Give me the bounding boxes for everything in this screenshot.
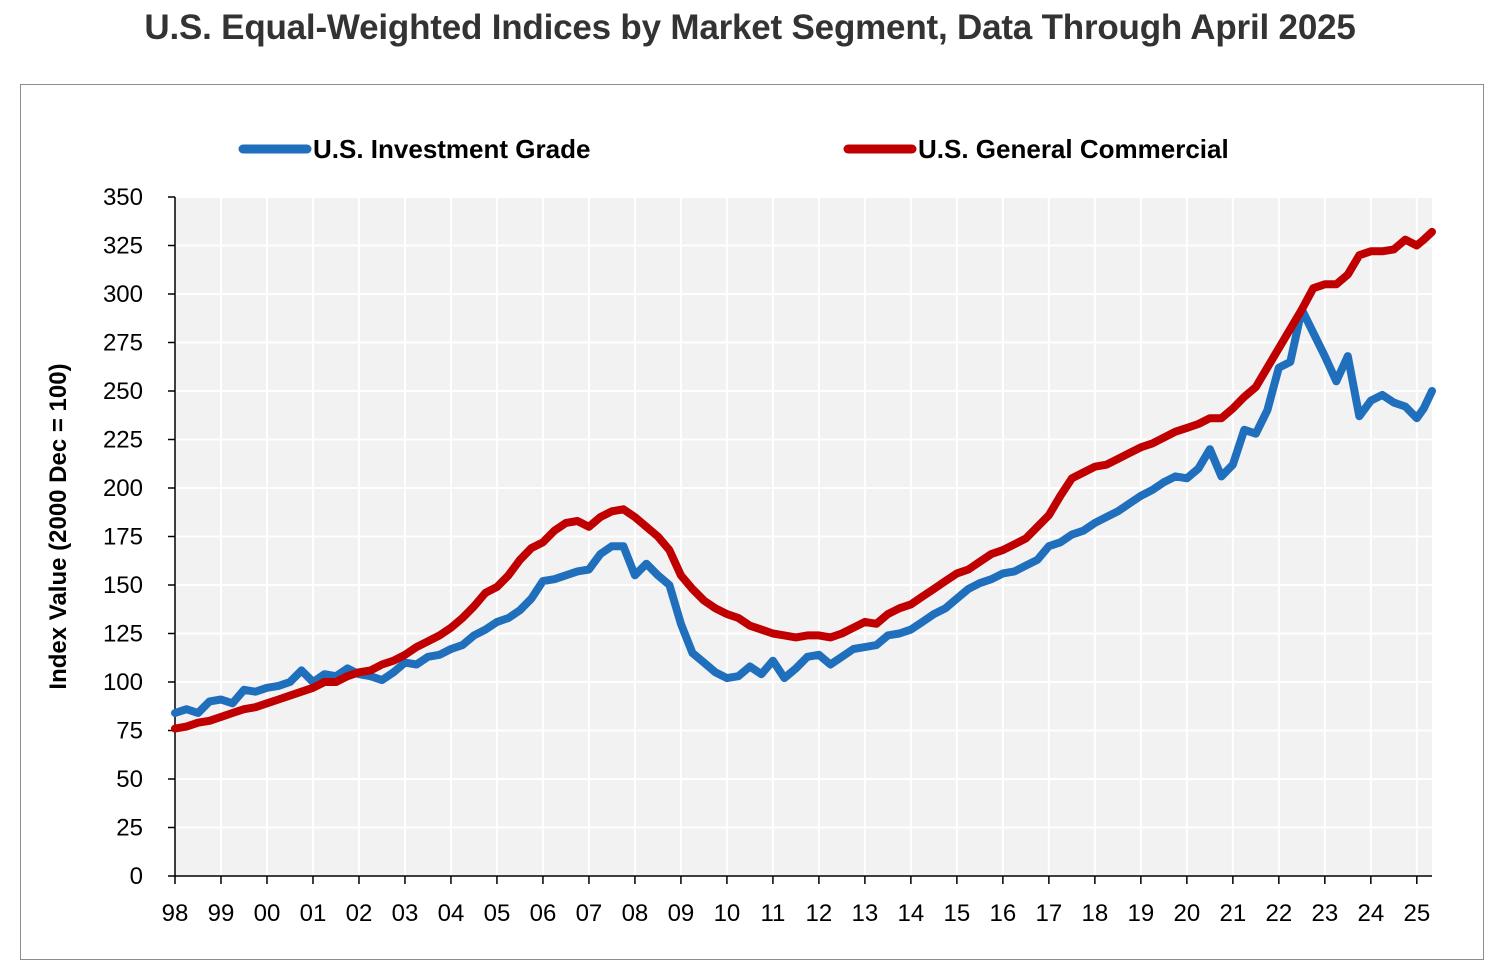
x-tick-label: 24 <box>1357 900 1384 927</box>
chart-frame <box>20 84 1484 960</box>
x-tick-label: 21 <box>1219 900 1246 927</box>
x-tick-label: 10 <box>714 900 741 927</box>
y-tick-label: 150 <box>103 572 143 599</box>
y-tick-label: 350 <box>103 184 143 211</box>
x-tick-label: 05 <box>484 900 511 927</box>
x-tick-label: 99 <box>208 900 235 927</box>
axes <box>168 196 1432 884</box>
x-tick-label: 00 <box>254 900 281 927</box>
x-tick-label: 09 <box>668 900 695 927</box>
x-tick-label: 02 <box>346 900 373 927</box>
y-tick-label: 325 <box>103 233 143 260</box>
y-tick-label: 75 <box>116 718 143 745</box>
x-tick-label: 06 <box>530 900 557 927</box>
y-tick-label: 125 <box>103 621 143 648</box>
y-tick-label: 0 <box>130 863 143 890</box>
x-tick-label: 03 <box>392 900 419 927</box>
x-tick-label: 12 <box>806 900 833 927</box>
series-line-general-commercial <box>171 227 1436 733</box>
y-tick-label: 275 <box>103 330 143 357</box>
series-lines <box>171 227 1436 733</box>
x-tick-label: 11 <box>760 900 785 927</box>
y-tick-label: 100 <box>103 669 143 696</box>
y-tick-label: 25 <box>116 815 143 842</box>
x-tick-label: 22 <box>1265 900 1292 927</box>
x-tick-label: 18 <box>1082 900 1109 927</box>
x-tick-label: 23 <box>1311 900 1338 927</box>
y-tick-label: 200 <box>103 475 143 502</box>
x-tick-label: 19 <box>1128 900 1155 927</box>
x-tick-label: 98 <box>162 900 189 927</box>
y-tick-label: 250 <box>103 378 143 405</box>
legend-label-investment-grade: U.S. Investment Grade <box>313 134 590 164</box>
x-tick-label: 04 <box>438 900 465 927</box>
x-tick-label: 15 <box>944 900 971 927</box>
x-tick-label: 16 <box>990 900 1017 927</box>
y-tick-label: 300 <box>103 281 143 308</box>
x-tick-label: 25 <box>1403 900 1430 927</box>
x-tick-label: 08 <box>622 900 649 927</box>
y-axis-label: Index Value (2000 Dec = 100) <box>45 363 72 689</box>
x-tick-label: 17 <box>1036 900 1063 927</box>
x-tick-label: 14 <box>898 900 925 927</box>
chart-title: U.S. Equal-Weighted Indices by Market Se… <box>144 8 1356 47</box>
gridlines <box>175 196 1432 876</box>
x-tick-label: 07 <box>576 900 603 927</box>
x-tick-label: 20 <box>1174 900 1201 927</box>
series-line-investment-grade <box>171 305 1436 717</box>
y-tick-label: 50 <box>116 766 143 793</box>
y-tick-label: 225 <box>103 427 143 454</box>
x-tick-label: 01 <box>300 900 327 927</box>
x-tick-label: 13 <box>852 900 879 927</box>
legend: U.S. Investment Grade U.S. General Commer… <box>238 134 1229 164</box>
legend-label-general-commercial: U.S. General Commercial <box>918 134 1229 164</box>
x-tick-labels: 98 99 00 01 02 03 04 05 06 07 08 09 10 11 12 13 14 15 16 17… <box>162 900 1431 927</box>
y-tick-labels: 0 25 50 75 100 125 150 175 200 225 250 275 300 325 350 <box>103 184 143 890</box>
y-tick-label: 175 <box>103 524 143 551</box>
